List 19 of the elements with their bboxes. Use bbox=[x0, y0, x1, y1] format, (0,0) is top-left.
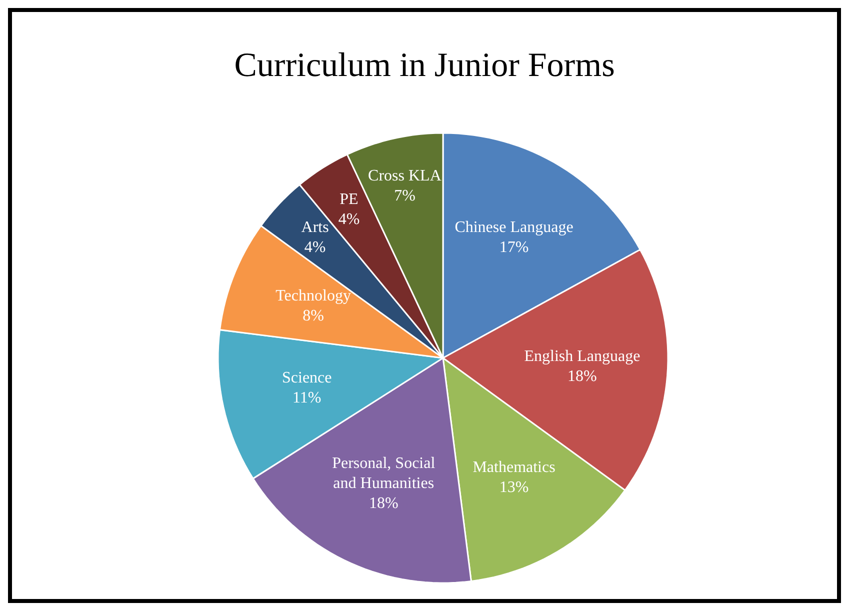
slice-label: Arts bbox=[301, 218, 329, 236]
data-label: 7% bbox=[394, 187, 416, 204]
slice-label: Technology bbox=[276, 287, 351, 304]
chart-title: Curriculum in Junior Forms bbox=[234, 47, 615, 84]
slice-label: Personal, Social and Humanities bbox=[332, 454, 436, 492]
slice-label: Chinese Language bbox=[454, 218, 574, 236]
slice-label: Mathematics bbox=[472, 458, 556, 476]
slice-label: Cross KLA bbox=[368, 167, 442, 184]
slice-label: Science bbox=[282, 369, 332, 386]
data-label: 13% bbox=[499, 478, 529, 496]
data-label: 4% bbox=[338, 210, 360, 228]
data-label: 11% bbox=[292, 389, 322, 406]
data-label: 17% bbox=[499, 238, 529, 256]
data-label: 4% bbox=[304, 238, 326, 256]
slice-label: PE bbox=[340, 190, 358, 208]
slice-label: English Language bbox=[524, 347, 640, 364]
data-label: 18% bbox=[368, 494, 398, 512]
data-label: 8% bbox=[302, 307, 324, 324]
data-label: 18% bbox=[568, 367, 597, 384]
